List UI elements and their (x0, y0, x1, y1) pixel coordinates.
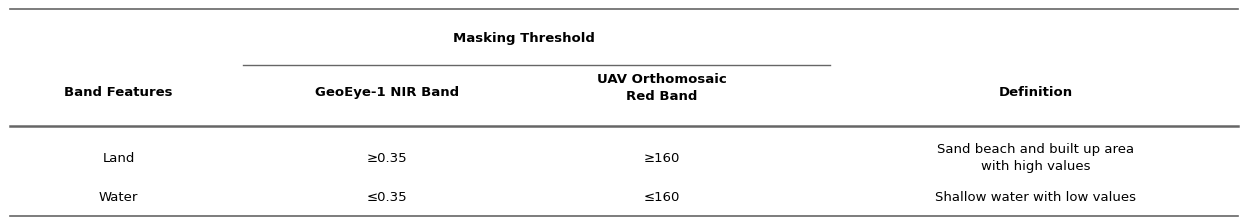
Text: ≤0.35: ≤0.35 (367, 191, 407, 204)
Text: ≤160: ≤160 (643, 191, 680, 204)
Text: Land: Land (102, 152, 135, 165)
Text: ≥0.35: ≥0.35 (367, 152, 407, 165)
Text: ≥160: ≥160 (643, 152, 680, 165)
Text: Masking Threshold: Masking Threshold (453, 32, 595, 45)
Text: Sand beach and built up area
with high values: Sand beach and built up area with high v… (937, 143, 1134, 173)
Text: Band Features: Band Features (65, 86, 172, 99)
Text: UAV Orthomosaic
Red Band: UAV Orthomosaic Red Band (597, 73, 726, 103)
Text: Shallow water with low values: Shallow water with low values (935, 191, 1137, 204)
Text: Definition: Definition (998, 86, 1073, 99)
Text: Water: Water (99, 191, 139, 204)
Text: GeoEye-1 NIR Band: GeoEye-1 NIR Band (314, 86, 459, 99)
